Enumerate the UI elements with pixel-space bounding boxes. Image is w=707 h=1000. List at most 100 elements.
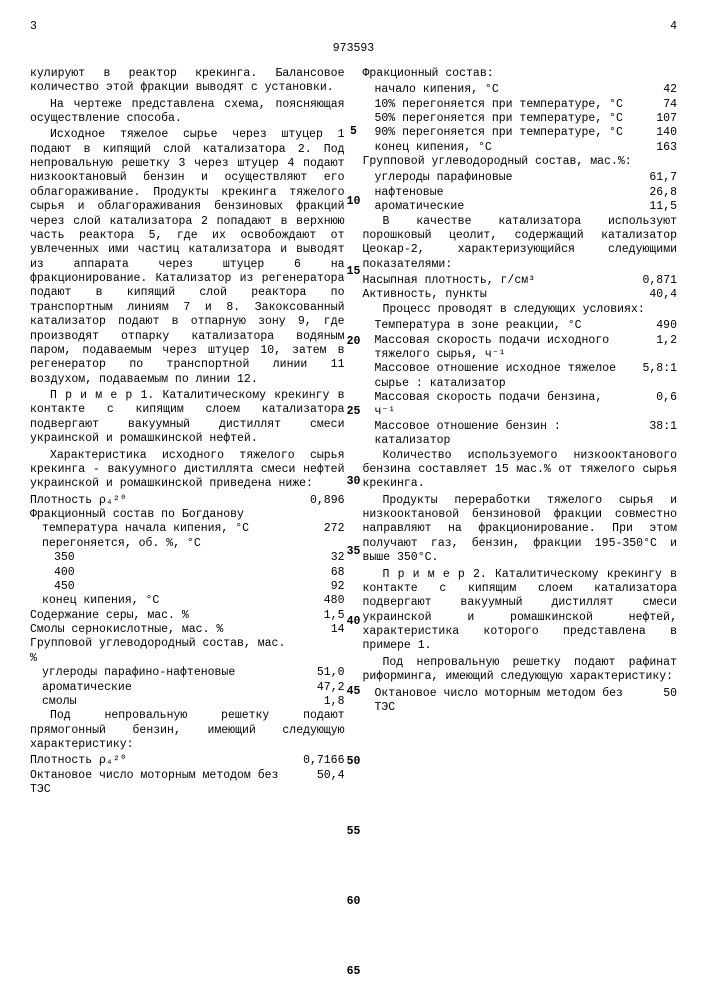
line-marker: 55 — [344, 825, 364, 839]
line-marker: 15 — [344, 265, 364, 279]
data-row: углероды парафино-нафтеновые51,0 — [30, 666, 345, 680]
page-right: 4 — [670, 20, 677, 34]
data-label: Октановое число моторным методом без ТЭС — [363, 687, 628, 716]
data-label: конец кипения, °С — [30, 594, 295, 608]
data-row: Температура в зоне реакции, °С490 — [363, 319, 678, 333]
line-marker: 25 — [344, 405, 364, 419]
page-header: 3 4 — [30, 20, 677, 34]
paragraph: Процесс проводят в следующих условиях: — [363, 303, 678, 317]
data-row: Насыпная плотность, г/см³0,871 — [363, 274, 678, 288]
paragraph: кулируют в реактор крекинга. Балансовое … — [30, 67, 345, 96]
line-marker: 20 — [344, 335, 364, 349]
data-row: перегоняется, об. %, °С — [30, 537, 345, 551]
data-value: 272 — [295, 522, 345, 536]
data-value: 163 — [627, 141, 677, 155]
data-value: 14 — [295, 623, 345, 637]
paragraph: Характеристика исходного тяжелого сырья … — [30, 449, 345, 492]
data-value — [295, 637, 345, 666]
data-value: 32 — [295, 551, 345, 565]
paragraph: На чертеже представлена схема, поясняюща… — [30, 98, 345, 127]
data-label: 90% перегоняется при температуре, °С — [363, 126, 628, 140]
data-value: 1,5 — [295, 609, 345, 623]
data-table: Насыпная плотность, г/см³0,871Активность… — [363, 274, 678, 303]
data-label: нафтеновые — [363, 186, 628, 200]
data-value — [295, 508, 345, 522]
data-value: 490 — [627, 319, 677, 333]
data-table: Плотность ρ₄²⁰0,896Фракционный состав по… — [30, 494, 345, 710]
line-marker: 45 — [344, 685, 364, 699]
data-value: 42 — [627, 83, 677, 97]
data-value: 5,8:1 — [627, 362, 677, 391]
data-value: 11,5 — [627, 200, 677, 214]
data-row: начало кипения, °С42 — [363, 83, 678, 97]
paragraph: Исходное тяжелое сырье через штуцер 1 по… — [30, 128, 345, 387]
data-row: конец кипения, °С163 — [363, 141, 678, 155]
data-value: 50 — [627, 687, 677, 716]
data-label: температура начала кипения, °С — [30, 522, 295, 536]
data-label: Октановое число моторным методом без ТЭС — [30, 769, 295, 798]
data-label: Плотность ρ₄²⁰ — [30, 754, 295, 768]
data-row: Содержание серы, мас. %1,5 — [30, 609, 345, 623]
data-row: Плотность ρ₄²⁰0,896 — [30, 494, 345, 508]
data-label: ароматические — [30, 681, 295, 695]
data-label: 10% перегоняется при температуре, °С — [363, 98, 628, 112]
left-column: кулируют в реактор крекинга. Балансовое … — [30, 67, 345, 798]
data-row: нафтеновые26,8 — [363, 186, 678, 200]
document-number: 973593 — [30, 42, 677, 56]
line-marker: 40 — [344, 615, 364, 629]
data-value: 68 — [295, 566, 345, 580]
paragraph: Под непровальную решетку подают рафинат … — [363, 656, 678, 685]
data-label: Содержание серы, мас. % — [30, 609, 295, 623]
data-label: Температура в зоне реакции, °С — [363, 319, 628, 333]
paragraph: В качестве катализатора используют порош… — [363, 215, 678, 273]
data-row: Плотность ρ₄²⁰0,7166 — [30, 754, 345, 768]
line-marker: 30 — [344, 475, 364, 489]
data-label: Массовое отношение исходное тяжелое сырь… — [363, 362, 628, 391]
data-value: 0,871 — [627, 274, 677, 288]
paragraph: П р и м е р 2. Каталитическому крекингу … — [363, 568, 678, 654]
data-table: Октановое число моторным методом без ТЭС… — [363, 687, 678, 716]
heading: Групповой углеводородный состав, мас.%: — [363, 155, 678, 169]
data-label: 400 — [30, 566, 295, 580]
data-row: Октановое число моторным методом без ТЭС… — [363, 687, 678, 716]
data-label: ароматические — [363, 200, 628, 214]
data-value — [295, 537, 345, 551]
paragraph: Количество используемого низкооктанового… — [363, 449, 678, 492]
data-table: углероды парафиновые61,7нафтеновые26,8ар… — [363, 171, 678, 214]
data-value: 480 — [295, 594, 345, 608]
data-label: Массовое отношение бензин : катализатор — [363, 420, 628, 449]
data-label: Групповой углеводородный состав, мас. % — [30, 637, 295, 666]
data-label: начало кипения, °С — [363, 83, 628, 97]
data-value: 140 — [627, 126, 677, 140]
data-label: Активность, пункты — [363, 288, 628, 302]
data-row: Массовая скорость подачи бензина, ч⁻¹0,6 — [363, 391, 678, 420]
data-row: Октановое число моторным методом без ТЭС… — [30, 769, 345, 798]
paragraph: Продукты переработки тяжелого сырья и ни… — [363, 494, 678, 566]
data-row: Смолы сернокислотные, мас. %14 — [30, 623, 345, 637]
data-table: Температура в зоне реакции, °С490 Массова… — [363, 319, 678, 448]
data-row: 10% перегоняется при температуре, °С74 — [363, 98, 678, 112]
data-label: Насыпная плотность, г/см³ — [363, 274, 628, 288]
data-row: Массовое отношение бензин : катализатор3… — [363, 420, 678, 449]
data-value: 107 — [627, 112, 677, 126]
data-row: 50% перегоняется при температуре, °С107 — [363, 112, 678, 126]
line-marker: 35 — [344, 545, 364, 559]
data-value: 38:1 — [627, 420, 677, 449]
data-value: 0,7166 — [295, 754, 345, 768]
data-value: 61,7 — [627, 171, 677, 185]
data-row: 45092 — [30, 580, 345, 594]
data-row: смолы1,8 — [30, 695, 345, 709]
line-marker: 5 — [344, 125, 364, 139]
line-marker: 50 — [344, 755, 364, 769]
data-label: перегоняется, об. %, °С — [30, 537, 295, 551]
data-row: 40068 — [30, 566, 345, 580]
data-value: 40,4 — [627, 288, 677, 302]
data-value: 74 — [627, 98, 677, 112]
data-row: Массовое отношение исходное тяжелое сырь… — [363, 362, 678, 391]
paragraph: Под непровальную решетку подают прямогон… — [30, 709, 345, 752]
data-label: 350 — [30, 551, 295, 565]
data-row: Активность, пункты40,4 — [363, 288, 678, 302]
line-marker: 65 — [344, 965, 364, 979]
data-value: 0,896 — [295, 494, 345, 508]
heading: Фракционный состав: — [363, 67, 678, 81]
